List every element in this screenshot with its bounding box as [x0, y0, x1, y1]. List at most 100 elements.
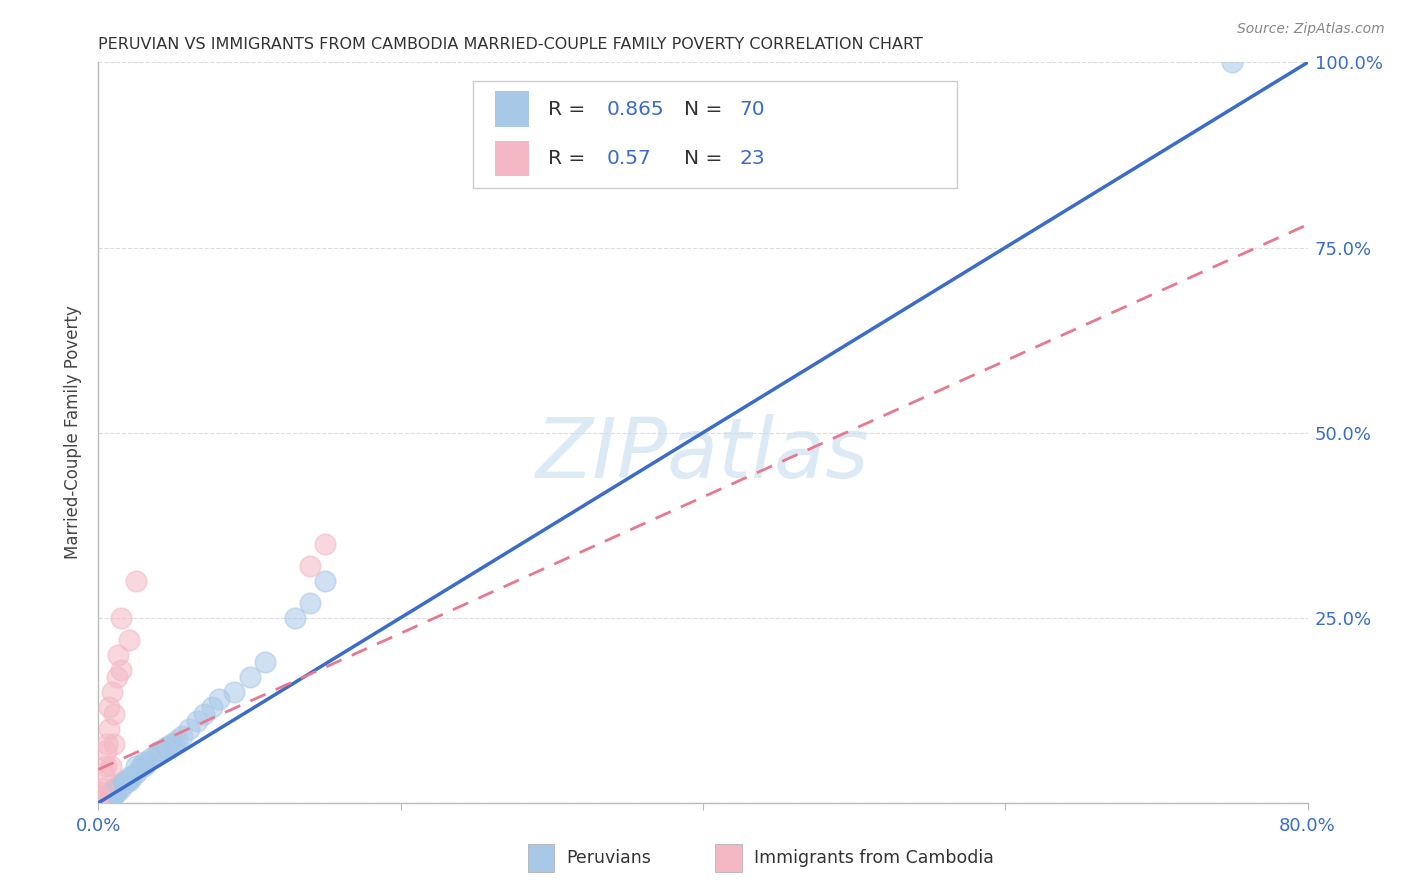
Point: [94, 789, 117, 803]
Point: [193, 706, 215, 721]
Point: [91, 780, 114, 795]
FancyBboxPatch shape: [495, 141, 529, 177]
Point: [201, 699, 224, 714]
Point: [96, 792, 118, 806]
Point: [314, 574, 336, 588]
Point: [100, 789, 122, 803]
Point: [148, 744, 170, 758]
Point: [103, 785, 125, 799]
Point: [145, 747, 167, 762]
Point: [170, 729, 193, 743]
Point: [98, 699, 121, 714]
Point: [87, 796, 110, 810]
Point: [87, 796, 110, 810]
Point: [101, 789, 124, 803]
Point: [253, 655, 276, 669]
Text: Peruvians: Peruvians: [567, 849, 651, 867]
Point: [155, 740, 177, 755]
Text: Immigrants from Cambodia: Immigrants from Cambodia: [754, 849, 994, 867]
Point: [87, 792, 110, 806]
Point: [94, 796, 117, 810]
Point: [125, 758, 148, 772]
Point: [224, 685, 246, 699]
Point: [284, 610, 307, 624]
Point: [87, 785, 110, 799]
Text: 70: 70: [740, 100, 765, 119]
Text: ZIPatlas: ZIPatlas: [536, 414, 870, 495]
Point: [100, 758, 122, 772]
Point: [114, 773, 136, 788]
Point: [110, 780, 132, 795]
Point: [186, 714, 208, 729]
Point: [118, 773, 141, 788]
Point: [94, 744, 117, 758]
Point: [87, 792, 110, 806]
Point: [96, 789, 118, 803]
Point: [125, 766, 148, 780]
Point: [91, 796, 114, 810]
Point: [103, 780, 125, 795]
Point: [121, 770, 143, 784]
Point: [103, 785, 125, 799]
Point: [132, 758, 155, 772]
Point: [98, 722, 121, 736]
Point: [91, 796, 114, 810]
Point: [111, 777, 134, 791]
Point: [118, 770, 141, 784]
Point: [87, 796, 110, 810]
Point: [87, 789, 110, 803]
Point: [160, 737, 183, 751]
Point: [94, 758, 117, 772]
Point: [129, 758, 152, 772]
Point: [87, 792, 110, 806]
Point: [101, 685, 124, 699]
Point: [107, 780, 129, 795]
Text: N =: N =: [683, 149, 728, 169]
Point: [100, 792, 122, 806]
Point: [150, 744, 173, 758]
Y-axis label: Married-Couple Family Poverty: Married-Couple Family Poverty: [65, 306, 83, 559]
Point: [98, 792, 121, 806]
Point: [141, 751, 163, 765]
Point: [179, 722, 201, 736]
Text: R =: R =: [548, 149, 592, 169]
Point: [98, 789, 121, 803]
Point: [91, 792, 114, 806]
Text: 0.865: 0.865: [606, 100, 664, 119]
Point: [96, 792, 118, 806]
Point: [101, 785, 124, 799]
Point: [110, 663, 132, 677]
Point: [87, 796, 110, 810]
Text: Source: ZipAtlas.com: Source: ZipAtlas.com: [1237, 22, 1385, 37]
Point: [299, 596, 322, 610]
Point: [94, 796, 117, 810]
Point: [96, 737, 118, 751]
Text: R =: R =: [548, 100, 592, 119]
Point: [125, 574, 148, 588]
Point: [1220, 55, 1243, 70]
FancyBboxPatch shape: [474, 81, 957, 188]
Point: [239, 670, 262, 684]
Point: [103, 737, 125, 751]
Point: [108, 777, 131, 791]
Point: [112, 773, 135, 788]
Point: [105, 780, 128, 795]
Point: [135, 755, 157, 769]
Point: [163, 737, 186, 751]
Point: [103, 706, 125, 721]
Text: N =: N =: [683, 100, 728, 119]
Text: 23: 23: [740, 149, 765, 169]
Point: [98, 789, 121, 803]
FancyBboxPatch shape: [716, 844, 742, 872]
Point: [208, 692, 231, 706]
Point: [110, 777, 132, 791]
Point: [91, 792, 114, 806]
FancyBboxPatch shape: [527, 844, 554, 872]
Point: [314, 536, 336, 550]
Point: [105, 670, 128, 684]
Point: [118, 632, 141, 647]
Point: [105, 785, 128, 799]
Point: [107, 648, 129, 662]
Text: 0.57: 0.57: [606, 149, 651, 169]
Point: [166, 732, 188, 747]
